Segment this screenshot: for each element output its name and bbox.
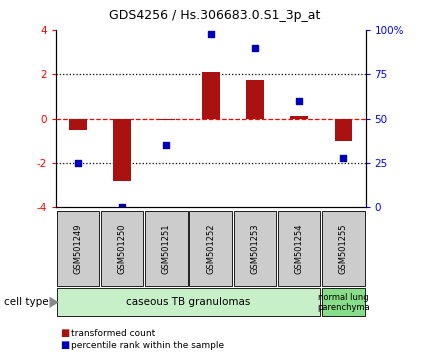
Bar bbox=[322, 289, 365, 316]
Bar bbox=[233, 211, 276, 286]
Text: GDS4256 / Hs.306683.0.S1_3p_at: GDS4256 / Hs.306683.0.S1_3p_at bbox=[109, 9, 321, 22]
Bar bbox=[57, 289, 320, 316]
Bar bbox=[114, 119, 131, 181]
Text: normal lung
parenchyma: normal lung parenchyma bbox=[317, 293, 370, 312]
Point bbox=[207, 31, 214, 36]
Polygon shape bbox=[49, 297, 59, 308]
Text: GSM501250: GSM501250 bbox=[118, 223, 127, 274]
Text: GSM501249: GSM501249 bbox=[74, 223, 83, 274]
Bar bbox=[190, 211, 232, 286]
Text: GSM501255: GSM501255 bbox=[339, 223, 348, 274]
Bar bbox=[290, 116, 308, 119]
Point bbox=[163, 142, 170, 148]
Point bbox=[119, 204, 126, 210]
Bar bbox=[202, 72, 220, 119]
Text: caseous TB granulomas: caseous TB granulomas bbox=[126, 297, 251, 307]
Bar bbox=[101, 211, 144, 286]
Text: percentile rank within the sample: percentile rank within the sample bbox=[71, 341, 224, 350]
Text: ■: ■ bbox=[60, 329, 70, 338]
Bar bbox=[278, 211, 320, 286]
Bar bbox=[57, 211, 99, 286]
Bar bbox=[246, 80, 264, 119]
Text: GSM501252: GSM501252 bbox=[206, 223, 215, 274]
Bar bbox=[145, 211, 188, 286]
Text: transformed count: transformed count bbox=[71, 329, 155, 338]
Point bbox=[296, 98, 303, 104]
Text: GSM501254: GSM501254 bbox=[295, 223, 304, 274]
Point bbox=[340, 155, 347, 160]
Text: GSM501253: GSM501253 bbox=[250, 223, 259, 274]
Text: cell type: cell type bbox=[4, 297, 49, 307]
Text: ■: ■ bbox=[60, 340, 70, 350]
Point bbox=[252, 45, 258, 51]
Bar bbox=[322, 211, 365, 286]
Bar bbox=[335, 119, 352, 141]
Text: GSM501251: GSM501251 bbox=[162, 223, 171, 274]
Bar bbox=[69, 119, 87, 130]
Bar bbox=[158, 119, 175, 120]
Point bbox=[74, 160, 81, 166]
